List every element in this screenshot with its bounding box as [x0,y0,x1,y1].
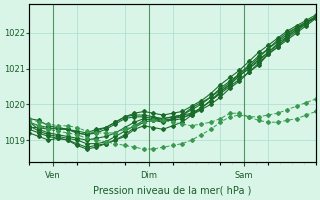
X-axis label: Pression niveau de la mer( hPa ): Pression niveau de la mer( hPa ) [93,186,252,196]
